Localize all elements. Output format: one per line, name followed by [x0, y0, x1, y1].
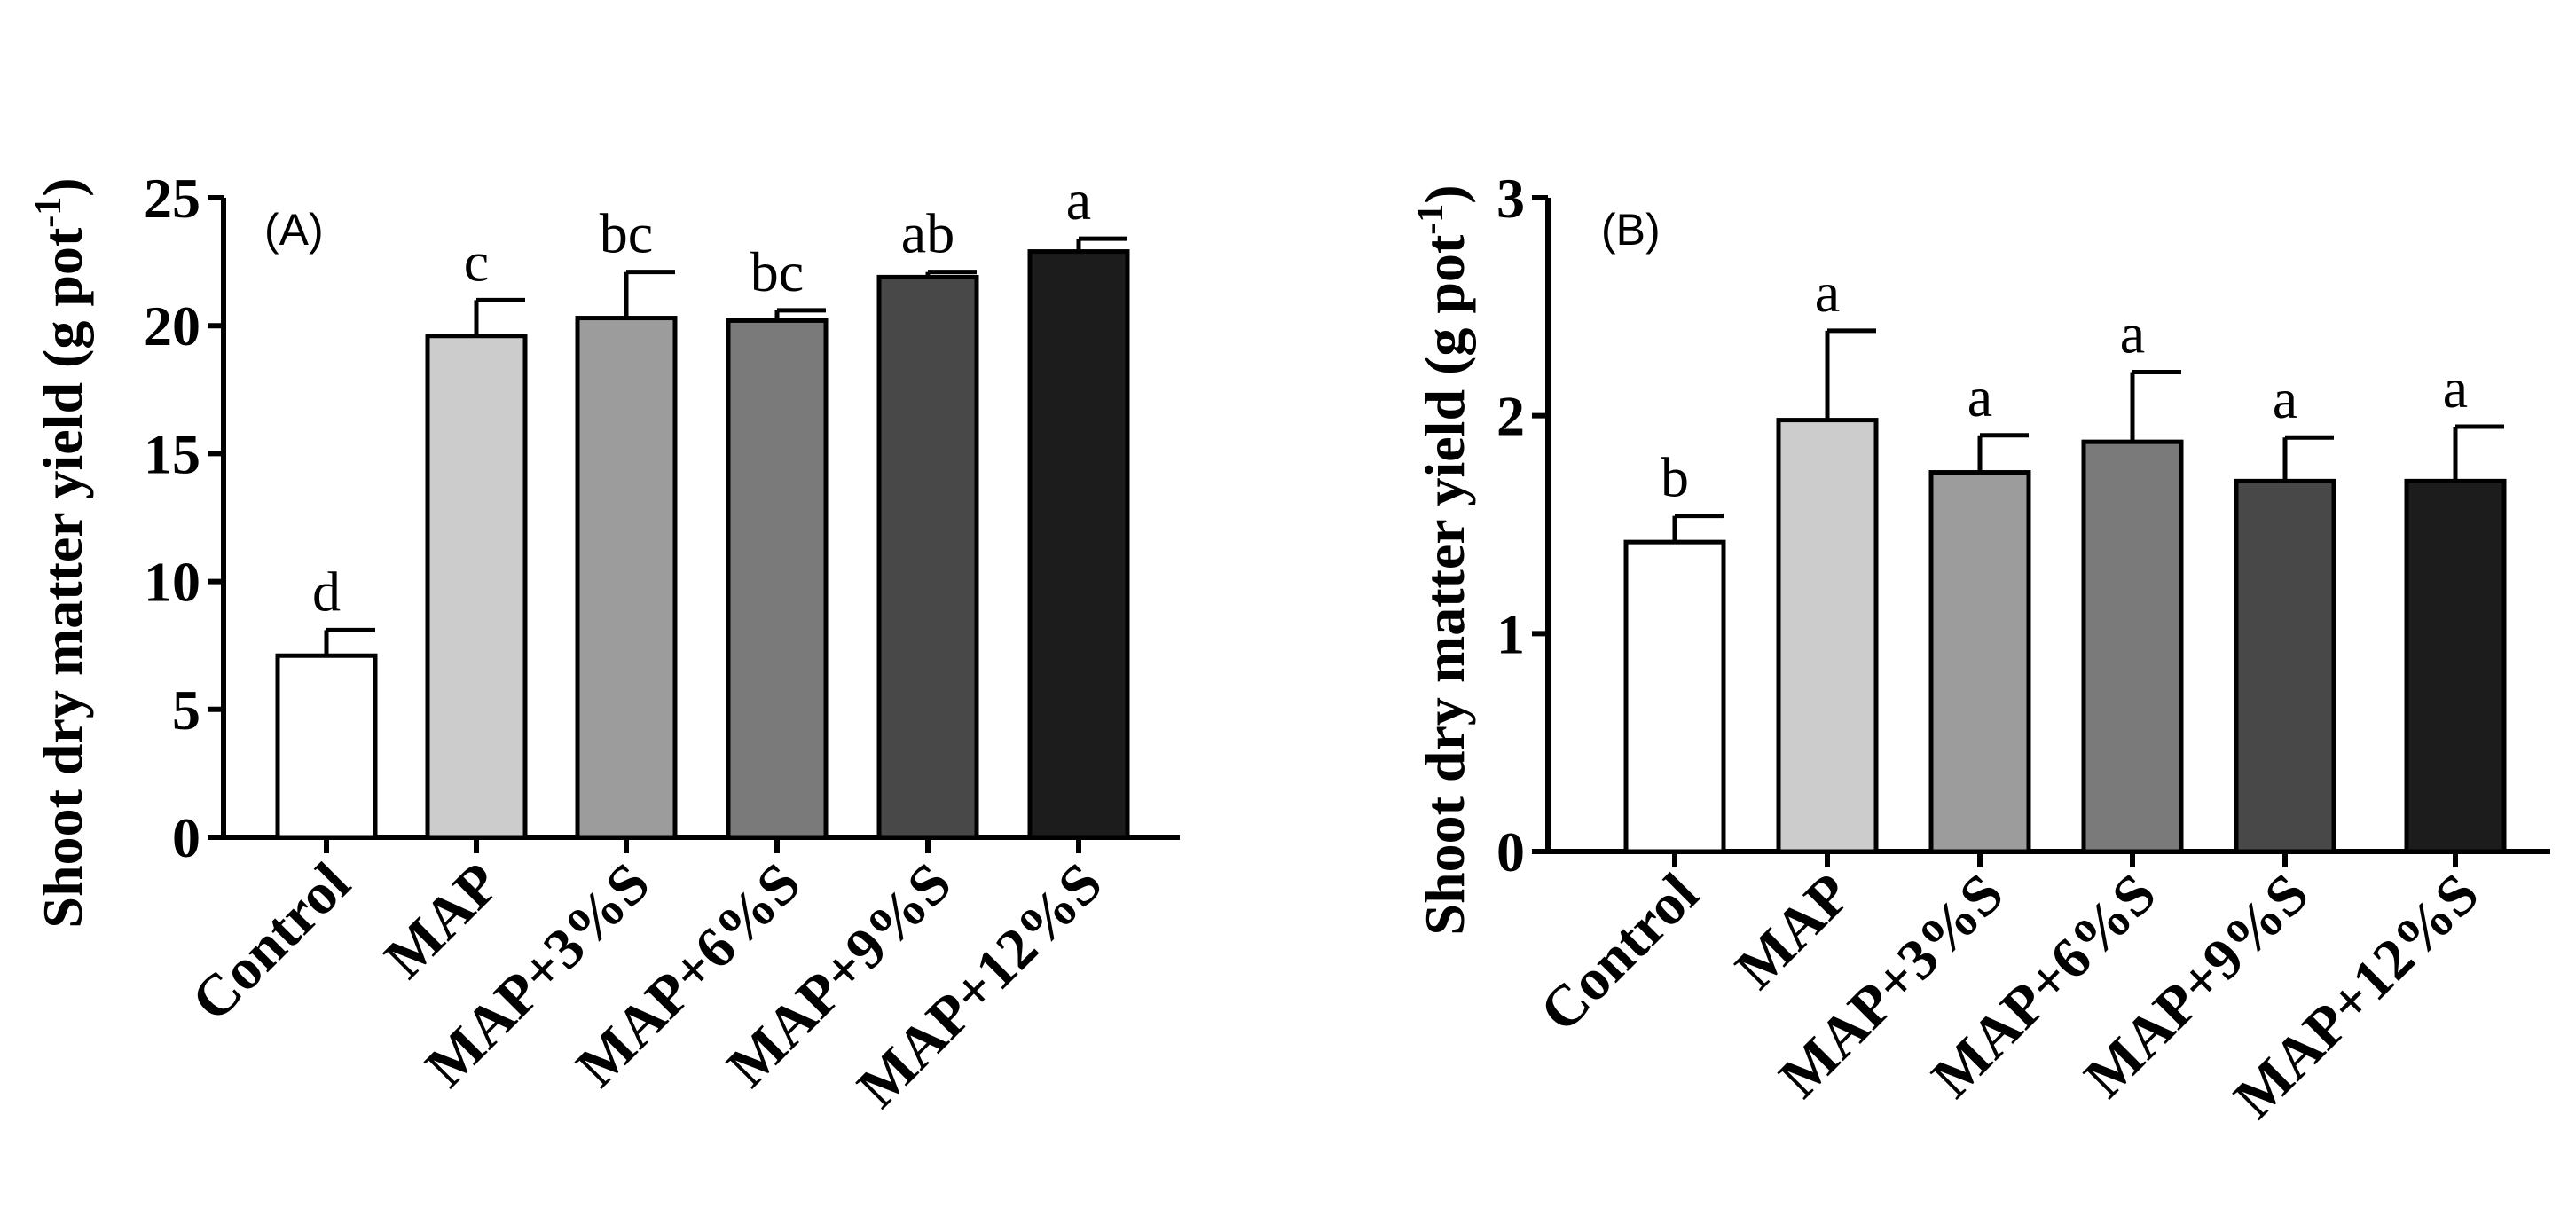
y-tick-label-a-5: 25 [144, 167, 200, 230]
y-axis-title-a: Shoot dry matter yield (g pot-1) [28, 177, 94, 928]
y-tick-label-a-1: 5 [172, 679, 200, 742]
significance-label-b-5: a [2443, 357, 2468, 420]
y-tick-label-b-1: 1 [1496, 602, 1525, 665]
bar-b-0 [1623, 539, 1726, 854]
chart-panel-b: 0123bControlaMAPaMAP+3%SaMAP+6%SaMAP+9%S… [1410, 167, 2550, 1131]
significance-label-a-2: bc [600, 202, 653, 265]
y-tick-label-a-2: 10 [144, 551, 200, 614]
category-label-b-1: MAP [1724, 861, 1864, 1001]
bar-a-3 [726, 318, 829, 840]
bar-a-4 [876, 274, 979, 840]
y-tick-label-b-3: 3 [1496, 167, 1525, 230]
significance-label-b-1: a [1815, 261, 1840, 324]
significance-label-b-3: a [2120, 302, 2145, 365]
significance-label-b-2: a [1967, 365, 1992, 428]
significance-label-a-4: ab [901, 202, 954, 265]
bar-b-5 [2404, 478, 2507, 854]
bar-a-2 [575, 316, 678, 840]
panel-label-b: (B) [1601, 205, 1661, 255]
y-tick-label-b-2: 2 [1496, 385, 1525, 448]
significance-label-a-1: c [464, 230, 489, 293]
significance-label-a-3: bc [750, 240, 804, 303]
significance-label-b-0: b [1661, 446, 1689, 509]
y-tick-label-a-0: 0 [172, 806, 200, 869]
significance-label-b-4: a [2273, 367, 2297, 430]
category-label-a-1: MAP [373, 851, 513, 991]
y-axis-title-b: Shoot dry matter yield (g pot-1) [1410, 184, 1476, 935]
y-tick-label-a-3: 15 [144, 422, 200, 485]
significance-label-a-5: a [1066, 169, 1091, 231]
panel-label-a: (A) [264, 205, 324, 255]
category-label-b-0: Control [1528, 861, 1710, 1044]
bar-a-1 [425, 334, 528, 840]
bar-b-1 [1776, 418, 1879, 854]
y-tick-label-a-4: 20 [144, 294, 200, 357]
bar-a-0 [275, 653, 378, 840]
bar-b-2 [1928, 470, 2031, 854]
chart-panel-a: 0510152025dControlcMAPbcMAP+3%SbcMAP+6%S… [28, 167, 1180, 1120]
bar-b-3 [2081, 439, 2184, 854]
significance-label-a-0: d [312, 560, 341, 623]
bar-b-4 [2234, 478, 2336, 854]
bar-a-5 [1027, 249, 1130, 840]
category-label-a-0: Control [179, 851, 362, 1033]
y-tick-label-b-0: 0 [1496, 820, 1525, 883]
